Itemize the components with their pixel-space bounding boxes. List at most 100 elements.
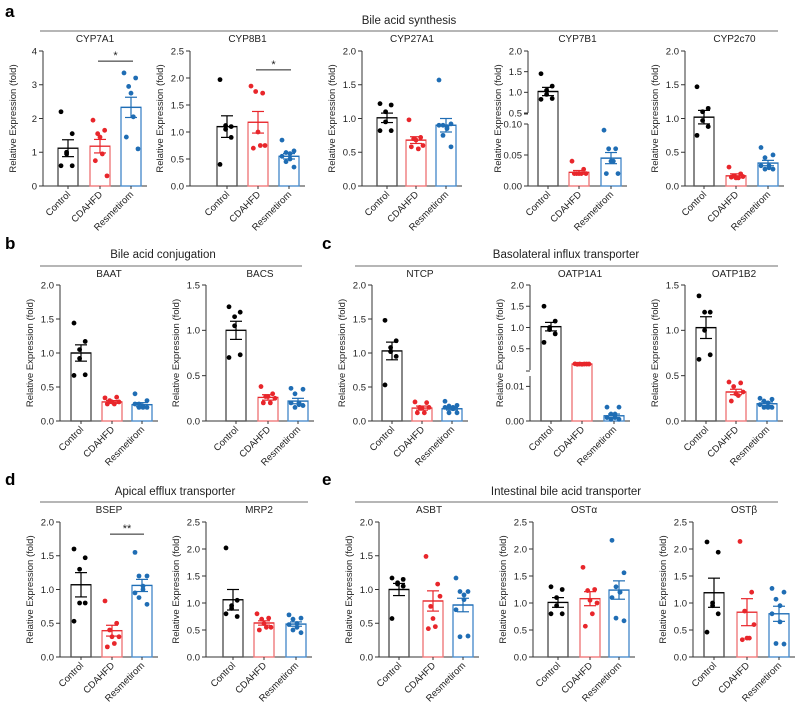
data-point [696, 356, 702, 362]
data-point [758, 145, 764, 150]
section-e: e Intestinal bile acid transporter [322, 470, 778, 503]
group-control [693, 84, 715, 187]
data-point [612, 411, 618, 417]
y-tick-label: 1.0 [187, 598, 200, 609]
data-point [571, 171, 577, 177]
bar-control [388, 588, 410, 658]
data-point [749, 589, 755, 595]
y-tick-label: 1.0 [666, 326, 679, 337]
data-point [408, 144, 414, 150]
chart-cyp27a1: CYP27A1 Relative Expression (fold) 0.0 0.5 1… [327, 34, 462, 233]
group-cdahfd [725, 164, 747, 187]
data-point [77, 347, 82, 352]
group-resmetirom [768, 586, 790, 658]
y-tick-label: 0.5 [41, 619, 54, 630]
data-point [286, 612, 292, 618]
data-point [589, 611, 595, 617]
y-tick-label: 0.5 [509, 108, 522, 119]
data-point [286, 622, 292, 627]
data-point [554, 603, 559, 609]
data-point [114, 620, 120, 626]
x-tick-label: Control [534, 660, 563, 689]
y-tick-label: 2.0 [666, 46, 679, 57]
data-point [290, 616, 296, 622]
y-axis-label: Relative Expression (fold) [8, 64, 19, 172]
data-point [294, 621, 300, 626]
y-tick-label: 0.5 [511, 344, 524, 355]
y-tick-label: 1.5 [509, 67, 522, 78]
data-point [377, 101, 383, 107]
data-point [228, 135, 234, 140]
chart-ostβ: OSTβ Relative Expression (fold) 0.0 0.5 1.0 1… [658, 505, 795, 704]
chart-oatp1a1: OATP1A1 Relative Expression (fold)0.00 0.0… [495, 269, 630, 468]
data-point [248, 83, 254, 89]
data-point [123, 134, 129, 140]
y-axis-label: Relative Expression (fold) [650, 64, 661, 172]
group-resmetirom [131, 549, 153, 658]
group-resmetirom [600, 127, 622, 187]
data-point [580, 564, 586, 570]
y-tick-label: 1.0 [360, 585, 373, 596]
data-point [705, 105, 711, 111]
data-point [773, 596, 779, 602]
bar-cdahfd [257, 396, 279, 422]
y-tick-label: 4 [32, 46, 37, 57]
data-point [130, 114, 136, 120]
data-point [592, 587, 598, 592]
group-resmetirom [131, 391, 153, 422]
data-point [292, 405, 298, 410]
data-point [393, 354, 399, 359]
data-point [761, 398, 767, 404]
data-point [263, 624, 269, 630]
data-point [287, 156, 293, 162]
data-point [424, 400, 430, 406]
data-point [758, 163, 764, 169]
data-point [436, 77, 442, 83]
group-resmetirom [285, 612, 307, 658]
y-axis-label: Relative Expression (fold) [25, 535, 36, 643]
data-point [250, 145, 256, 151]
data-point [415, 146, 421, 152]
group-cdahfd [411, 399, 433, 422]
group-control [537, 71, 559, 187]
bar-control [376, 117, 398, 187]
data-point [298, 630, 304, 636]
data-point [702, 327, 707, 333]
y-tick-label: 1.5 [511, 302, 524, 313]
panel-letter: c [322, 234, 331, 253]
data-point [453, 607, 459, 613]
data-point [548, 611, 554, 617]
data-point [267, 400, 273, 406]
bar-cdahfd [725, 391, 747, 422]
data-point [769, 611, 775, 617]
y-axis-label: Relative Expression (fold) [171, 535, 182, 643]
data-point [538, 71, 544, 77]
chart-title: CYP27A1 [390, 34, 434, 45]
y-tick-label: 0.0 [360, 652, 373, 663]
y-tick-label: 0.0 [666, 181, 679, 192]
group-control [540, 303, 562, 422]
data-point [261, 621, 267, 626]
data-point [737, 539, 743, 544]
data-point [258, 384, 264, 389]
data-point [448, 144, 454, 150]
data-point [740, 174, 746, 179]
y-tick-label: 1.0 [171, 127, 184, 138]
data-point [107, 627, 113, 633]
data-point [228, 124, 234, 129]
x-tick-label: Control [203, 189, 232, 218]
data-point [549, 83, 555, 89]
group-control [70, 546, 92, 658]
data-point [541, 339, 547, 345]
y-tick-label: 2.0 [511, 280, 524, 291]
data-point [77, 566, 82, 572]
y-tick-label: 1 [32, 148, 37, 159]
section-d: d Apical efflux transporter [5, 470, 308, 503]
data-point [461, 597, 467, 603]
data-point [761, 405, 767, 410]
data-point [549, 96, 555, 101]
data-point [769, 586, 775, 591]
group-resmetirom [603, 404, 625, 422]
data-point [223, 611, 229, 617]
data-point [613, 615, 619, 621]
